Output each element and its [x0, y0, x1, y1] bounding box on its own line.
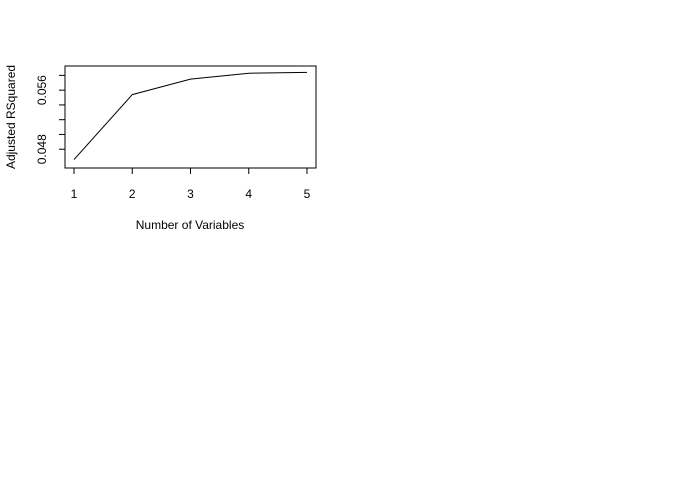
x-tick-label: 1 [71, 187, 78, 201]
y-axis: 0.048 0.056 [35, 75, 66, 164]
series-line [73, 71, 308, 160]
x-tick-label: 2 [129, 187, 136, 201]
y-tick-label: 0.056 [35, 75, 49, 105]
plot-box [64, 65, 317, 169]
x-axis-label: Number of Variables [136, 218, 245, 232]
y-axis-label: Adjusted RSquared [4, 65, 18, 169]
series [73, 71, 308, 160]
y-tick-label: 0.048 [35, 134, 49, 164]
x-axis: 1 2 3 4 5 [71, 167, 311, 201]
x-tick-label: 3 [187, 187, 194, 201]
x-tick-label: 5 [304, 187, 311, 201]
x-tick-label: 4 [245, 187, 252, 201]
